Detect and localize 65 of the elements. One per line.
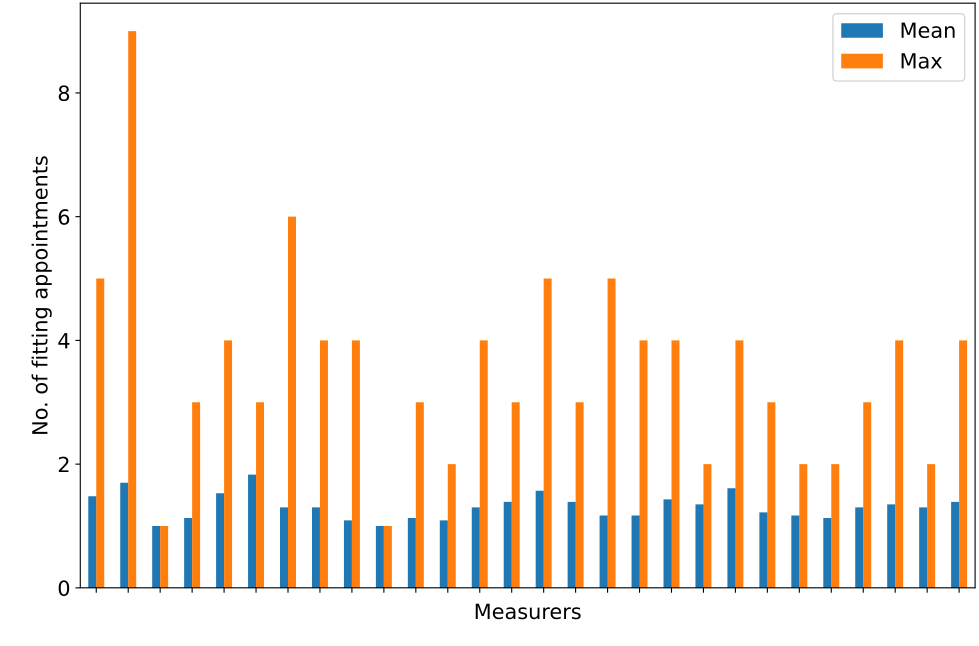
bar — [536, 490, 544, 588]
bar — [695, 504, 704, 588]
bar — [959, 340, 968, 588]
bar — [256, 402, 264, 588]
bar — [184, 518, 192, 588]
bar — [312, 507, 320, 588]
bar — [472, 507, 480, 588]
bar — [152, 526, 160, 588]
legend-label: Max — [902, 53, 942, 69]
y-tick-label: 6 — [58, 209, 70, 225]
bar — [576, 402, 584, 588]
bar — [895, 340, 904, 588]
y-axis-title: No. of fitting appointments — [32, 156, 52, 434]
y-tick-label: 4 — [58, 333, 70, 348]
bar — [831, 464, 840, 588]
y-tick-label: 8 — [58, 85, 70, 102]
bar — [823, 518, 832, 588]
bar — [632, 515, 640, 588]
bar — [919, 507, 928, 588]
x-axis-title: Measurers — [476, 604, 581, 620]
bar — [448, 464, 456, 588]
bar — [727, 488, 736, 588]
bar — [120, 482, 128, 588]
bar — [216, 493, 224, 588]
y-tick-label: 2 — [58, 456, 68, 472]
bar — [735, 340, 744, 588]
bar — [376, 526, 384, 588]
bar — [767, 402, 776, 588]
bar — [863, 402, 872, 588]
bar — [416, 402, 424, 588]
bar — [88, 496, 96, 588]
bar — [160, 526, 168, 588]
bar — [192, 402, 200, 588]
bar — [280, 507, 288, 588]
bar — [128, 31, 136, 588]
bar — [791, 515, 800, 588]
bar — [951, 502, 960, 588]
bar — [440, 520, 448, 588]
y-tick-label: 0 — [58, 580, 70, 596]
bar — [96, 278, 104, 588]
bar — [887, 504, 896, 588]
bar — [640, 340, 648, 588]
bar — [544, 278, 552, 588]
bar — [352, 340, 360, 588]
bar — [480, 340, 488, 588]
bar — [671, 340, 680, 588]
bar — [927, 464, 936, 588]
bar — [248, 474, 256, 588]
bar — [703, 464, 712, 588]
bar — [568, 502, 576, 588]
bar — [408, 518, 416, 588]
bar — [224, 340, 232, 588]
bar — [600, 515, 608, 588]
bar — [608, 278, 616, 588]
bar — [384, 526, 392, 588]
bar — [504, 502, 512, 588]
bar — [664, 499, 672, 588]
bar — [759, 512, 768, 588]
bar — [320, 340, 328, 588]
bar — [344, 520, 352, 588]
bar — [512, 402, 520, 588]
legend-label: Mean — [902, 22, 955, 38]
bar — [288, 216, 296, 588]
bar — [799, 464, 808, 588]
bar — [855, 507, 864, 588]
